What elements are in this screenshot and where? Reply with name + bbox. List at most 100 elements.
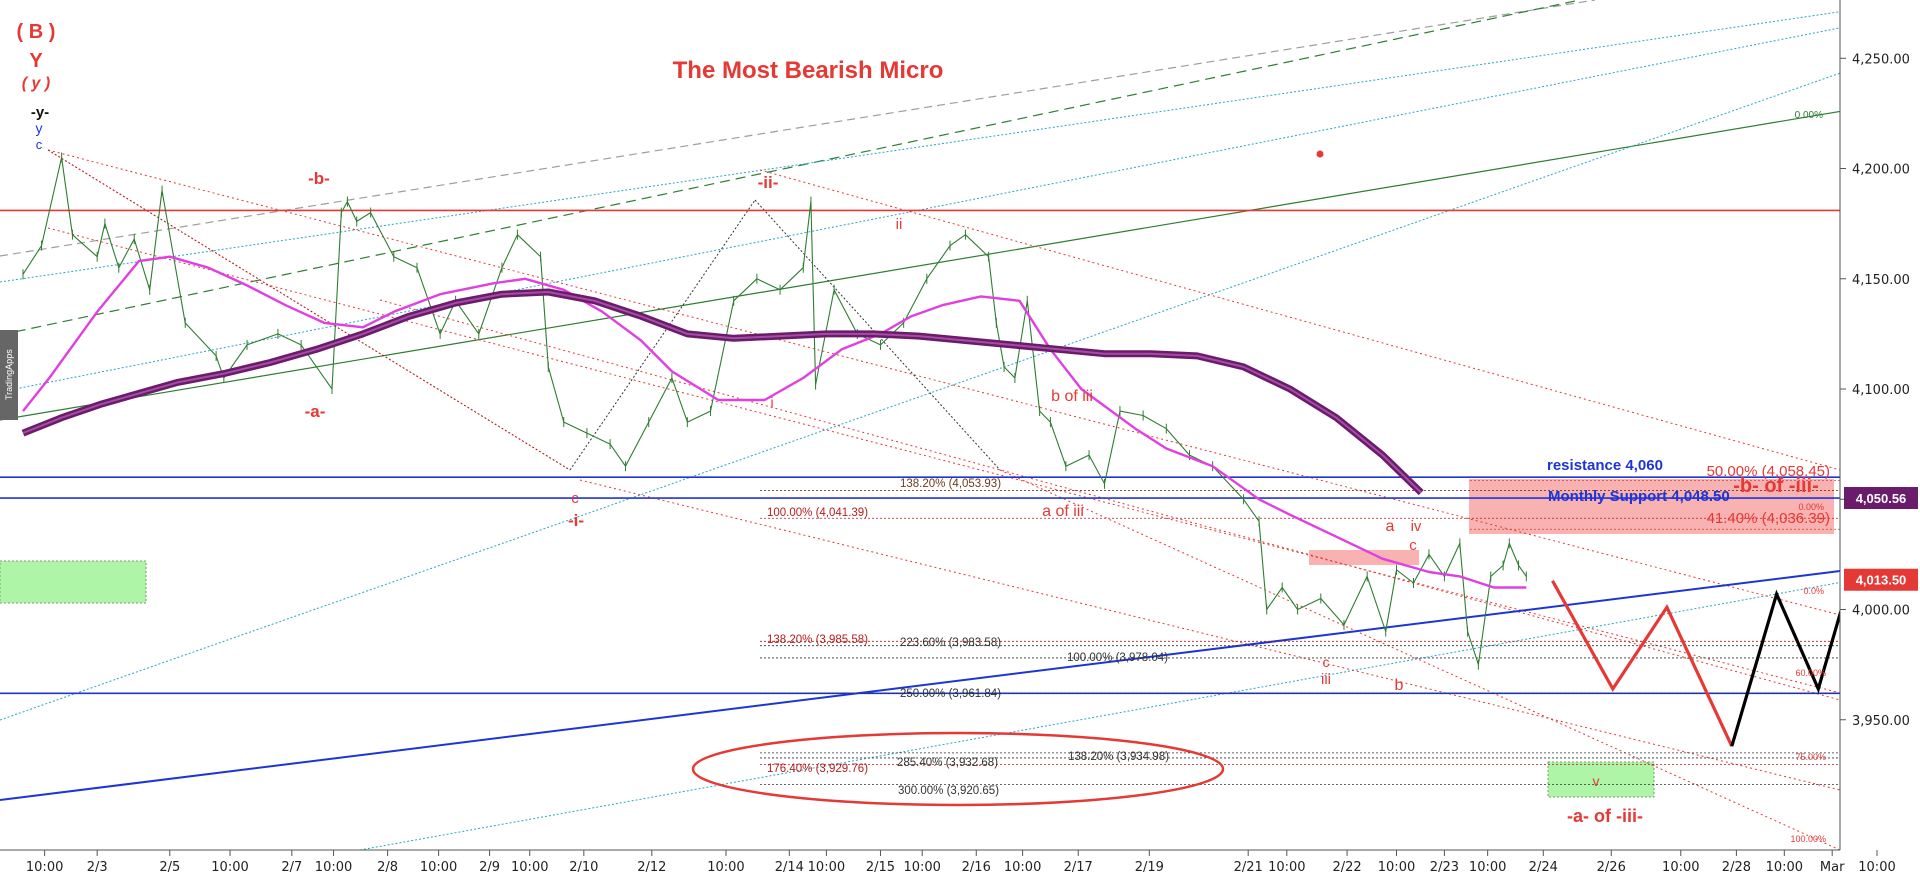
series-moving-average-slow-inner	[22, 291, 1422, 494]
x-tick-label: 10:00	[211, 860, 248, 875]
red-resistance-zone	[1469, 479, 1834, 534]
green-channel-upper	[0, 0, 1581, 336]
tradingapps-watermark: TradingApps	[0, 330, 18, 420]
annotations-layer: The Most Bearish Micro( B )Y( y )-y-yc-b…	[17, 21, 1830, 844]
annotation-25: -b- of -iii-	[1733, 475, 1819, 497]
annotation-2: ( y )	[22, 75, 50, 92]
wave-link-1	[569, 199, 756, 471]
red-channel-3	[379, 299, 1841, 701]
price-tag-label-1: 4,013.50	[1856, 573, 1907, 588]
x-tick-label: 2/9	[479, 860, 500, 875]
zones-layer	[0, 479, 1834, 798]
x-tick-label: 2/24	[1529, 860, 1558, 875]
fib-label-5: 250.00% (3,961.84)	[900, 688, 1001, 700]
price-tag-label-0: 4,050.56	[1856, 491, 1907, 506]
fib-label-4: 100.00% (3,978.04)	[1067, 652, 1168, 664]
x-tick-label: 10:00	[1766, 860, 1803, 875]
fib-label-0: 138.20% (4,053.93)	[900, 478, 1001, 490]
fib-label-6: 285.40% (3,932.68)	[897, 757, 998, 769]
x-tick-label: 10:00	[1004, 860, 1041, 875]
x-tick-label: 2/21	[1234, 860, 1263, 875]
target-ellipse	[691, 731, 1225, 807]
annotation-18: c	[1323, 654, 1330, 670]
annotation-8: -ii-	[758, 173, 779, 192]
x-tick-label: 10:00	[1858, 860, 1895, 875]
x-tick-label: 2/8	[377, 860, 398, 875]
fib-label-3: 223.60% (3,983.58)	[900, 637, 1001, 649]
x-tick-label: 2/23	[1430, 860, 1459, 875]
annotation-4: y	[36, 120, 43, 136]
blue-dotted-line-4	[0, 44, 1920, 721]
x-tick-label: 10:00	[707, 860, 744, 875]
grey-channel-line	[0, 0, 1596, 257]
x-tick-label: 10:00	[808, 860, 845, 875]
fib-label-11: 41.40% (4,036.39)	[1707, 510, 1830, 527]
annotation-30: 75.00%	[1795, 752, 1826, 762]
annotation-31: 100.00%	[1790, 834, 1826, 844]
annotation-13: b of iii	[1051, 388, 1093, 405]
x-tick-label: 2/7	[281, 860, 302, 875]
annotation-21: v	[1593, 773, 1600, 789]
annotation-1: Y	[29, 50, 43, 72]
green-target-zone	[1547, 761, 1655, 798]
x-tick-label: 2/22	[1332, 860, 1361, 875]
x-tick-label: 10:00	[1469, 860, 1506, 875]
annotation-17: c	[1409, 537, 1417, 554]
x-tick-label: 2/19	[1135, 860, 1164, 875]
x-tick-label: 2/26	[1597, 860, 1626, 875]
annotation-6: -b-	[308, 169, 330, 188]
annotation-26: 0.00%	[1795, 110, 1823, 121]
y-tick-label: 4,200.00	[1852, 163, 1910, 178]
annotation-27: 0.00%	[1798, 502, 1824, 512]
y-axis-background	[1840, 0, 1920, 877]
x-tick-label: 10:00	[420, 860, 457, 875]
y-tick-label: 4,000.00	[1852, 604, 1910, 619]
annotation-12: -i-	[568, 511, 584, 530]
annotation-23: resistance 4,060	[1547, 457, 1663, 474]
annotation-5: c	[36, 137, 43, 152]
x-tick-label: 2/3	[87, 860, 108, 875]
x-tick-label: 10:00	[1662, 860, 1699, 875]
wave-link-2	[754, 199, 1001, 471]
price-tag-0	[1844, 487, 1918, 510]
annotation-22: -a- of -iii-	[1567, 806, 1643, 826]
annotation-3: -y-	[31, 104, 49, 121]
x-tick-label: 10:00	[315, 860, 352, 875]
green-channel-lower	[0, 97, 1920, 421]
green-support-zone-left	[0, 560, 147, 604]
x-tick-label: 2/16	[962, 860, 991, 875]
series-layer	[21, 152, 1527, 670]
y-tick-label: 4,100.00	[1852, 383, 1910, 398]
projection-path-0	[1551, 580, 1734, 747]
red-small-zone	[1309, 550, 1419, 565]
x-tick-label: 2/5	[159, 860, 180, 875]
x-tick-label: 2/12	[637, 860, 666, 875]
x-tick-label: 10:00	[1378, 860, 1415, 875]
red-channel-5	[759, 169, 1841, 471]
chart-title: The Most Bearish Micro	[673, 57, 944, 84]
x-tick-label: 10:00	[1268, 860, 1305, 875]
fib-label-10: 50.00% (4,058.45)	[1707, 463, 1830, 480]
annotation-10: i	[770, 394, 773, 410]
annotation-20: b	[1395, 677, 1404, 694]
y-tick-label: 4,150.00	[1852, 273, 1910, 288]
annotation-28: 0.0%	[1803, 586, 1824, 596]
annotation-19: iii	[1321, 671, 1331, 688]
annotation-7: -a-	[305, 402, 326, 421]
fib-label-8: 176.40% (3,929.76)	[767, 763, 868, 775]
levels-layer	[0, 209, 1840, 807]
fib-label-1: 100.00% (4,041.39)	[767, 507, 868, 519]
x-tick-label: 10:00	[903, 860, 940, 875]
annotation-15: a	[1386, 518, 1395, 535]
red-marker-dot	[1316, 150, 1324, 158]
red-channel-4	[579, 479, 1841, 791]
fib-label-2: 138.20% (3,985.58)	[767, 634, 868, 646]
annotation-14: a of iii	[1042, 503, 1084, 520]
blue-trend-line	[0, 569, 1849, 801]
x-tick-label: 10:00	[26, 860, 63, 875]
red-channel-6	[999, 469, 1841, 851]
series-moving-average-fast	[22, 255, 1527, 589]
annotation-16: iv	[1411, 518, 1422, 535]
annotation-24: Monthly Support 4,048.50	[1548, 488, 1730, 505]
